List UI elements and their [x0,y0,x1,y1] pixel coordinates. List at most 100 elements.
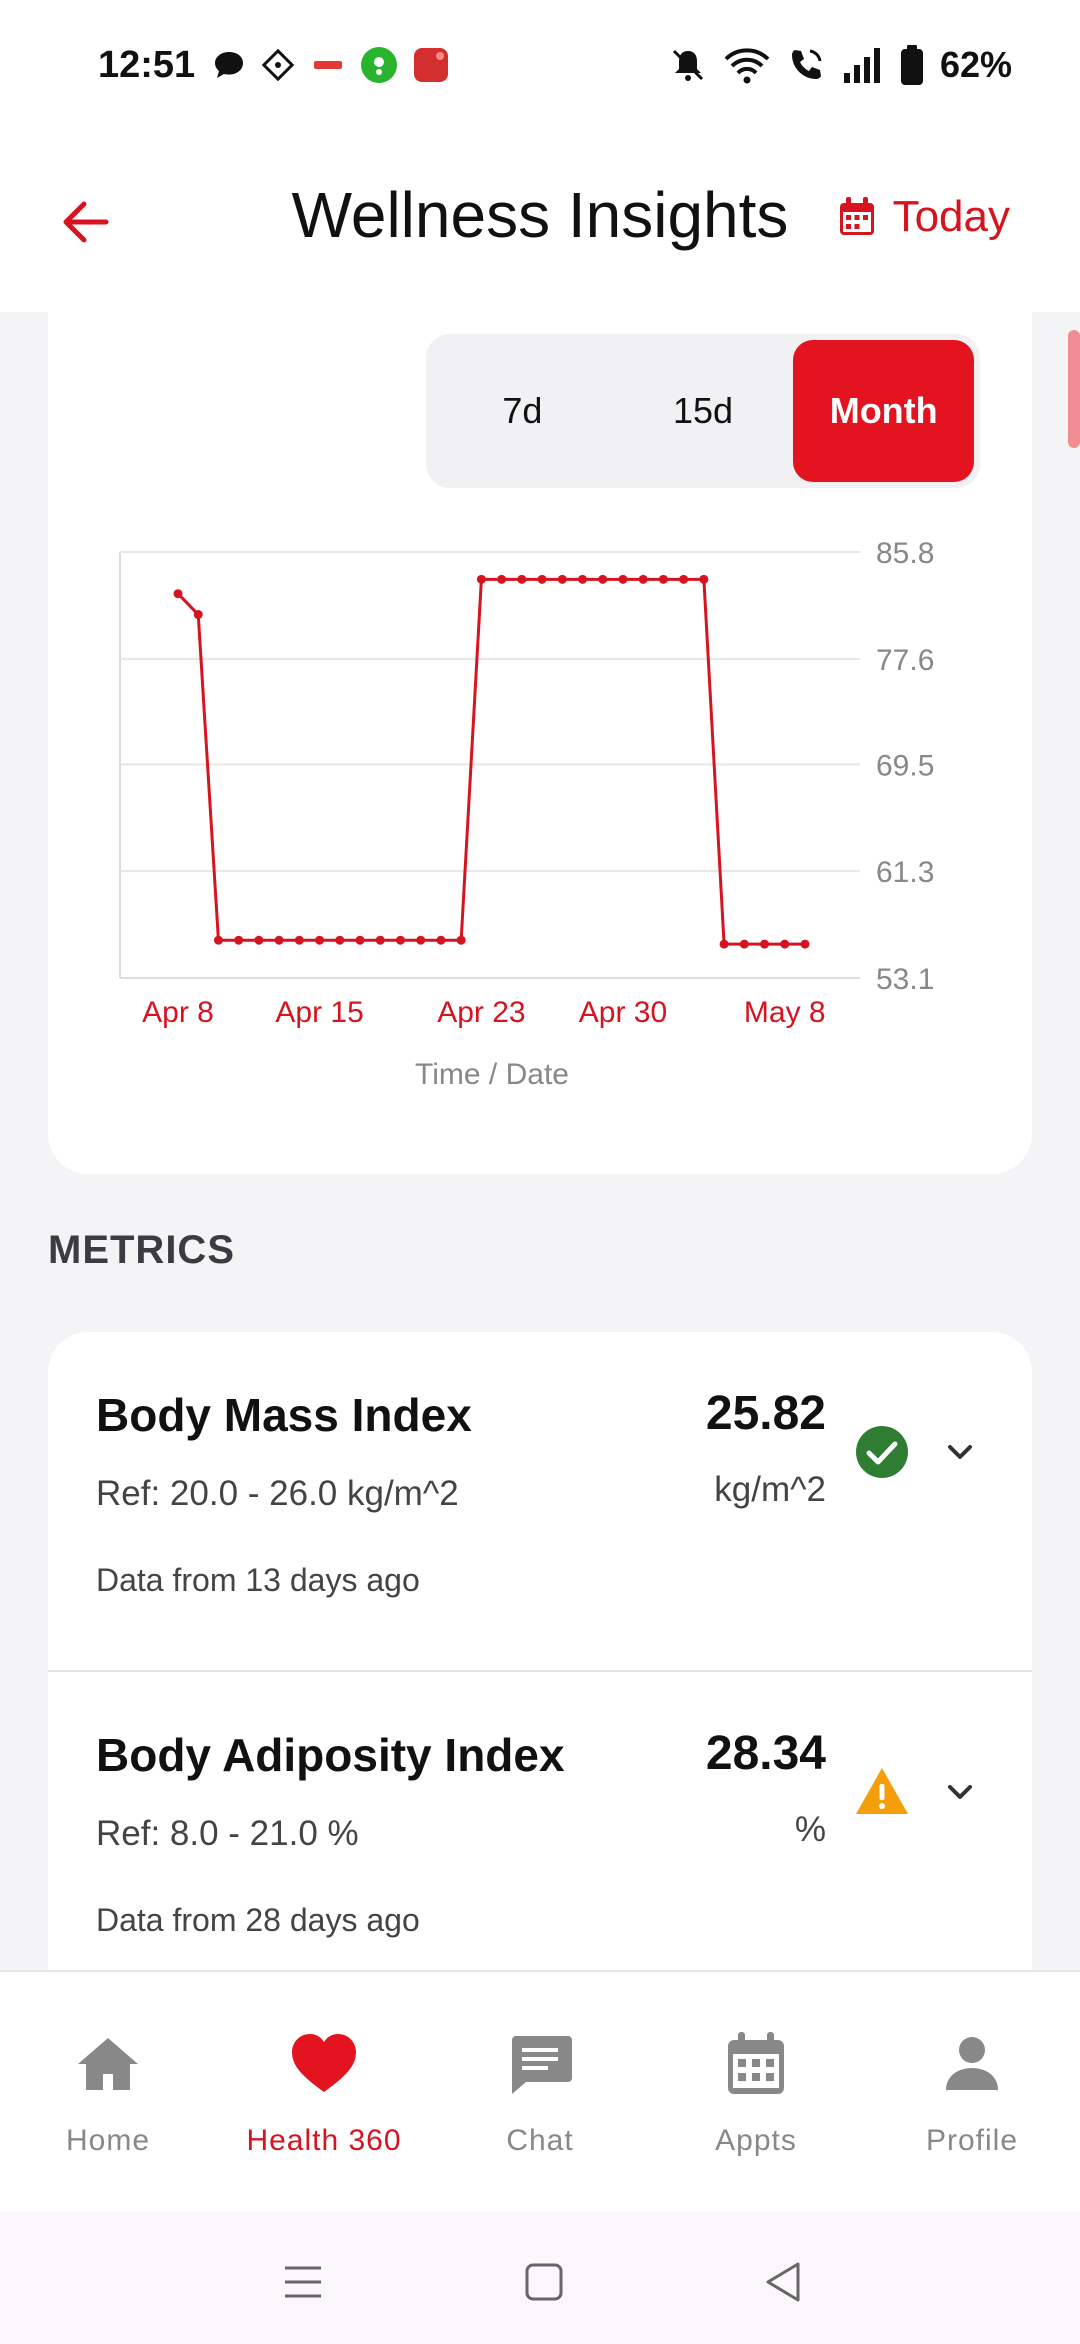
nav-label: Health 360 [246,2124,402,2157]
metrics-section-title: METRICS [48,1228,235,1272]
data-point [760,939,770,949]
period-15d[interactable]: 15d [672,390,734,431]
metric-row-bmi[interactable]: Body Mass Index Ref: 20.0 - 26.0 kg/m^2 … [48,1332,1032,1670]
x-tick-label: May 8 [744,996,826,1029]
wellness-line-chart: 85.8 77.6 69.5 61.3 53.1 Apr 8 Apr 15 Apr 23 Apr… [119,537,934,1091]
data-point [213,935,223,945]
data-point [456,935,466,945]
recent-apps-icon[interactable] [273,2252,333,2312]
chat-icon [512,2036,572,2094]
period-month[interactable]: Month [793,340,975,482]
nav-health-360[interactable]: Health 360 [216,1972,432,2214]
period-toggle: 7d 15d Month [426,334,980,488]
data-point [355,935,365,945]
period-7d[interactable]: 7d [502,390,543,431]
series-line [176,577,805,946]
nav-label: Home [65,2124,151,2157]
x-tick-label: Apr 15 [275,996,363,1029]
data-point [416,935,426,945]
back-button[interactable] [54,190,118,254]
status-right: 62% [668,44,1012,86]
notification-icons [212,46,450,84]
green-app-icon [361,47,397,83]
data-point [618,574,628,584]
calendar-icon [728,2032,784,2094]
chat-bubble-icon [215,52,243,78]
metric-name: Body Mass Index [96,1389,472,1441]
wifi-call-icon [791,49,822,79]
data-point [436,935,446,945]
data-point [193,610,203,620]
y-tick-label: 53.1 [876,963,934,996]
mute-icon [672,49,703,81]
warning-icon [856,1768,908,1814]
check-circle-icon [856,1426,908,1478]
metric-value: 28.34 [705,1727,826,1780]
data-point [780,939,790,949]
data-point [537,574,547,584]
today-button[interactable]: Today [837,192,1010,242]
scroll-indicator[interactable] [1068,330,1080,448]
status-bar: 12:51 62% [0,0,1080,140]
data-point [254,935,264,945]
nav-appts[interactable]: Appts [648,1972,864,2214]
nav-profile[interactable]: Profile [864,1972,1080,2214]
nav-label: Profile [925,2124,1019,2157]
data-point [800,939,810,949]
x-tick-label: Apr 30 [579,996,667,1029]
data-point [375,935,385,945]
y-tick-label: 85.8 [876,537,934,570]
chevron-down-icon[interactable] [936,1768,984,1816]
nav-label: Chat [506,2124,574,2157]
metric-row-bai[interactable]: Body Adiposity Index Ref: 8.0 - 21.0 % D… [48,1670,1032,1972]
x-tick-label: Apr 8 [142,996,214,1029]
data-point [739,939,749,949]
metric-unit: % [794,1810,826,1849]
back-system-icon[interactable] [754,2252,814,2312]
y-tick-label: 77.6 [876,644,934,677]
today-label: Today [892,192,1010,241]
data-point [598,574,608,584]
signal-icon [843,48,880,83]
data-point [699,574,709,584]
metric-data-age: Data from 13 days ago [96,1562,420,1598]
heart-icon [292,2034,356,2092]
wifi-icon [724,48,770,84]
page-title: Wellness Insights [291,179,789,251]
system-navigation-bar [0,2212,1080,2344]
calendar-icon [839,197,874,235]
data-point [335,935,345,945]
x-axis-title: Time / Date [415,1058,569,1091]
y-tick-label: 69.5 [876,749,934,782]
data-point [173,589,183,599]
chevron-down-icon[interactable] [936,1428,984,1476]
home-system-icon[interactable] [514,2252,574,2312]
metric-unit: kg/m^2 [714,1470,826,1509]
bottom-navigation: Home Health 360 Chat Appts Profile [0,1970,1080,2212]
x-tick-label: Apr 23 [437,996,525,1029]
data-point [497,574,507,584]
battery-percentage: 62% [939,44,1012,85]
metric-reference: Ref: 20.0 - 26.0 kg/m^2 [96,1474,459,1513]
data-point [578,574,588,584]
data-point [557,574,567,584]
nav-chat[interactable]: Chat [432,1972,648,2214]
metric-value: 25.82 [705,1387,826,1440]
nav-home[interactable]: Home [0,1972,216,2214]
battery-icon [900,45,923,85]
diamond-app-icon [261,48,295,82]
status-time: 12:51 [98,44,196,86]
data-point [719,939,729,949]
data-point [517,574,527,584]
metric-reference: Ref: 8.0 - 21.0 % [96,1814,359,1853]
data-point [294,935,304,945]
data-point [234,935,244,945]
metric-data-age: Data from 28 days ago [96,1902,420,1938]
back-arrow-icon [63,201,109,243]
data-point [658,574,668,584]
profile-icon [946,2037,998,2090]
chart-card: 7d 15d Month 85.8 77.6 69.5 61.3 53.1 Apr 8 Ap… [48,312,1032,1174]
metric-name: Body Adiposity Index [96,1729,565,1781]
metrics-card: Body Mass Index Ref: 20.0 - 26.0 kg/m^2 … [48,1332,1032,1972]
data-point [476,574,486,584]
